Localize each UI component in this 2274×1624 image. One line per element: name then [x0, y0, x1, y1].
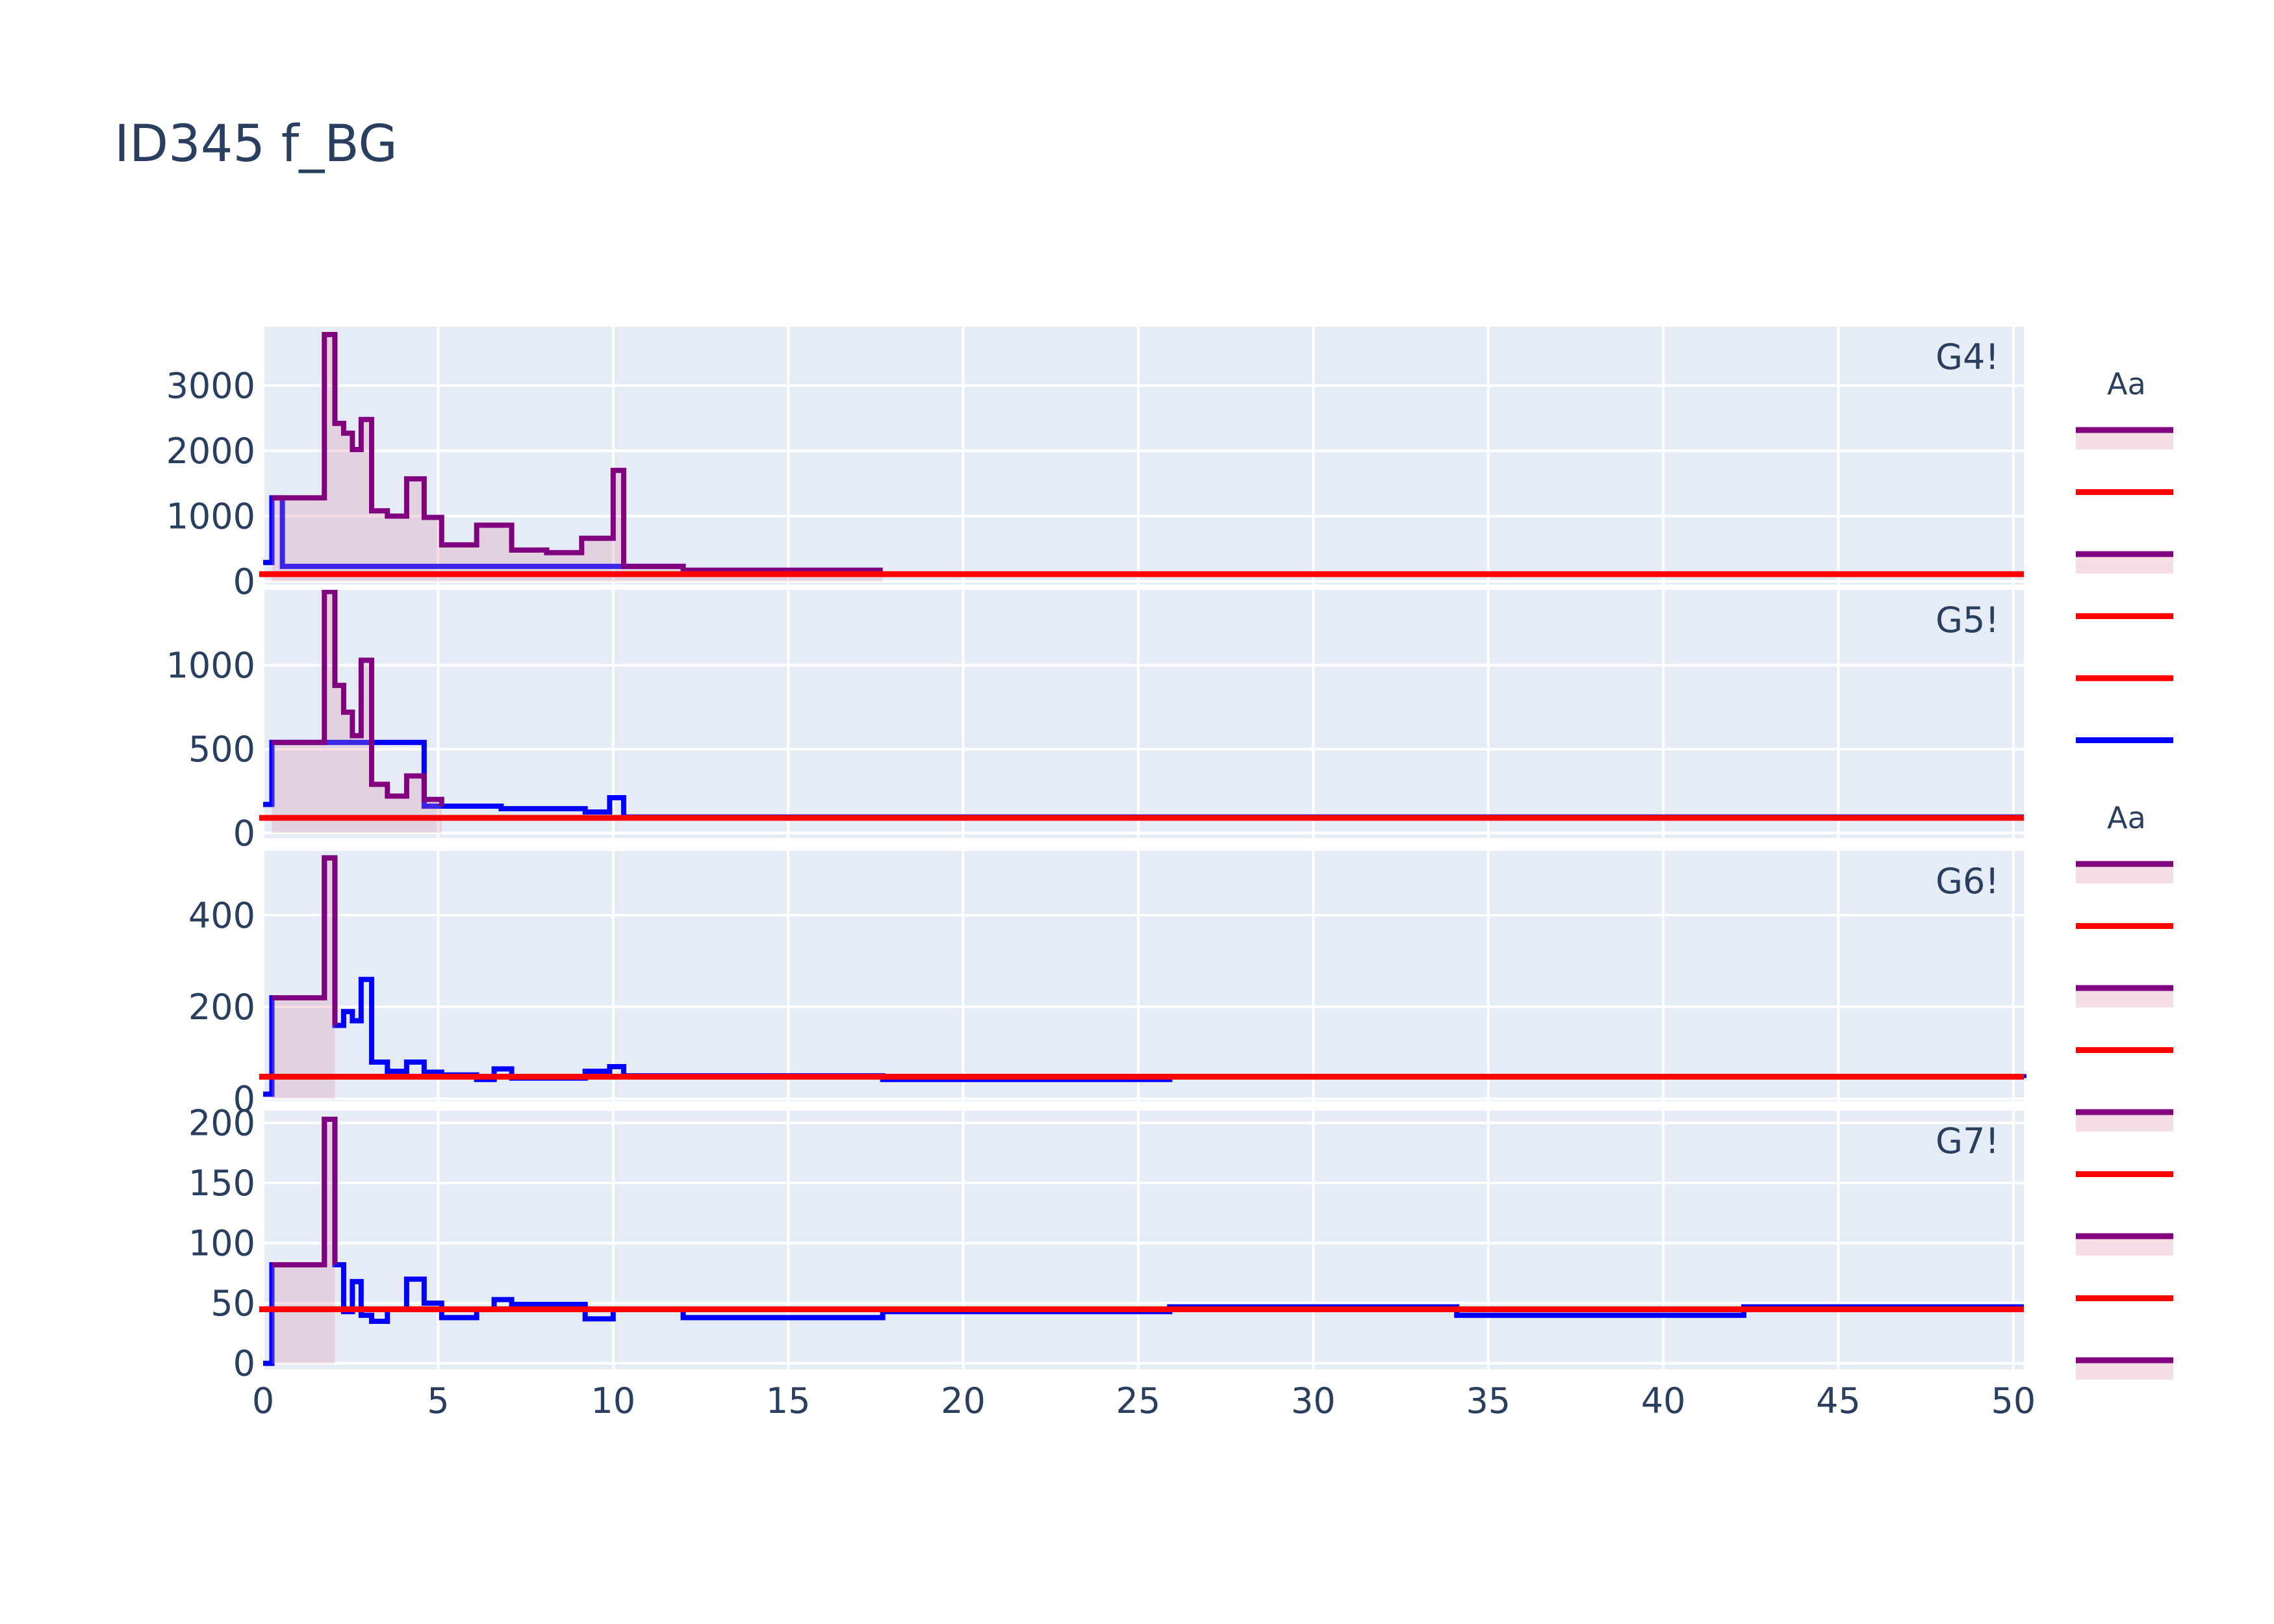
- panel-4: 0 50 100 150 200 G7!: [188, 1103, 2024, 1384]
- legend-item: [2076, 1233, 2173, 1256]
- legend-item: [2076, 1357, 2173, 1380]
- legend-item: [2076, 985, 2173, 1008]
- legend-item: [2076, 861, 2173, 883]
- y-tick-label: 50: [211, 1283, 255, 1324]
- y-tick-label: 0: [233, 1343, 255, 1384]
- series-line: [272, 1116, 338, 1267]
- plot-area: [263, 851, 2024, 1101]
- x-tick-label: 35: [1466, 1380, 1511, 1421]
- series-line: [272, 590, 444, 806]
- series-line: [272, 855, 338, 1026]
- legend-swatch-fill: [2076, 988, 2173, 1008]
- x-axis: 0 5 10 15 20 25 30 35 40 45 50: [252, 1380, 2036, 1421]
- y-tick-label: 100: [188, 1223, 255, 1264]
- panel-data: [259, 855, 2026, 1099]
- legend-title: Aa: [2107, 366, 2146, 401]
- plot-area: [263, 327, 2024, 585]
- x-tick-label: 5: [427, 1380, 449, 1421]
- panel-2: 0 500 1000 G5!: [166, 590, 2024, 854]
- y-tick-label: 1000: [166, 645, 255, 686]
- panel-label: G5!: [1935, 600, 1999, 641]
- legend-swatch-fill: [2076, 864, 2173, 883]
- plot-area: [263, 590, 2024, 838]
- x-tick-label: 15: [766, 1380, 811, 1421]
- x-tick-label: 50: [1991, 1380, 2036, 1421]
- y-tick-label: 1000: [166, 496, 255, 537]
- series-line: [263, 855, 2026, 1097]
- x-tick-label: 20: [941, 1380, 986, 1421]
- plot-area: [263, 1111, 2024, 1369]
- chart-title: ID345 f_BG: [114, 115, 398, 173]
- series-fill: [272, 1119, 335, 1364]
- panel-data: [259, 332, 2024, 581]
- legend-title: Aa: [2107, 800, 2146, 835]
- legend-swatch-fill: [2076, 1112, 2173, 1132]
- y-tick-label: 0: [233, 1078, 255, 1119]
- y-tick-label: 2000: [166, 431, 255, 472]
- y-tick-label: 200: [188, 1103, 255, 1144]
- legend-swatch-fill: [2076, 1360, 2173, 1380]
- y-tick-label: 0: [233, 813, 255, 854]
- panel-data: [259, 1116, 2024, 1366]
- panel-label: G6!: [1935, 861, 1999, 902]
- legend-item: [2076, 551, 2173, 574]
- panel-1: 0 1000 2000 3000 G4!: [166, 327, 2024, 602]
- y-tick-label: 150: [188, 1163, 255, 1204]
- y-tick-label: 500: [188, 729, 255, 770]
- panel-label: G4!: [1935, 336, 1999, 377]
- legend-swatch-fill: [2076, 430, 2173, 450]
- panel-3: 0 200 400 G6!: [188, 851, 2026, 1119]
- legend-item: [2076, 427, 2173, 450]
- panel-data: [259, 590, 2024, 833]
- x-tick-label: 10: [591, 1380, 635, 1421]
- x-tick-label: 45: [1816, 1380, 1861, 1421]
- x-tick-label: 30: [1291, 1380, 1336, 1421]
- y-tick-label: 0: [233, 561, 255, 602]
- legend-swatch-fill: [2076, 554, 2173, 574]
- legend-swatch-fill: [2076, 1236, 2173, 1256]
- x-tick-label: 0: [252, 1380, 274, 1421]
- series-line: [272, 332, 883, 573]
- y-tick-label: 200: [188, 987, 255, 1028]
- y-tick-label: 400: [188, 895, 255, 936]
- series-fill: [272, 857, 335, 1099]
- y-tick-label: 3000: [166, 365, 255, 406]
- legend-1: Aa: [2076, 366, 2173, 743]
- panel-label: G7!: [1935, 1121, 1999, 1161]
- legend-2: Aa: [2076, 800, 2173, 1380]
- x-tick-label: 25: [1116, 1380, 1161, 1421]
- legend-item: [2076, 1109, 2173, 1132]
- x-tick-label: 40: [1641, 1380, 1686, 1421]
- series-fill: [272, 591, 442, 833]
